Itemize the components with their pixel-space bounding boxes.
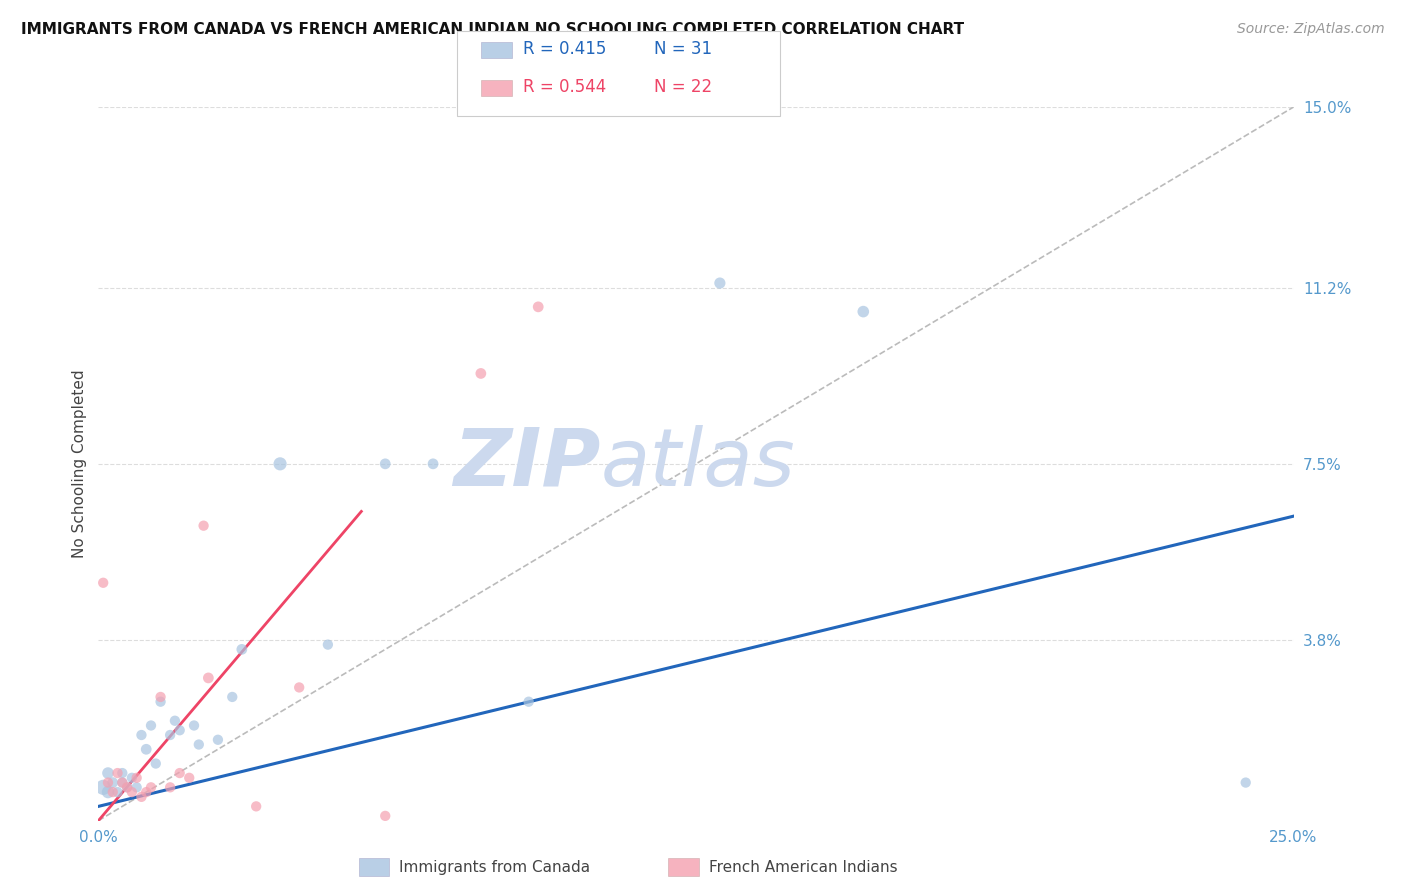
Point (527, 300, 550, 314)
Point (169, 723, 191, 738)
Point (231, 642, 253, 657)
Point (207, 732, 229, 747)
Y-axis label: No Schooling Completed: No Schooling Completed (72, 369, 87, 558)
Point (1234, 775, 1257, 789)
Point (316, 638, 339, 652)
Point (183, 718, 205, 732)
Point (131, 728, 153, 742)
Point (111, 775, 134, 789)
Point (149, 695, 172, 709)
Point (187, 738, 209, 752)
Point (197, 671, 219, 685)
Point (125, 780, 148, 795)
Point (852, 304, 875, 318)
Point (107, 785, 129, 799)
Text: R = 0.544: R = 0.544 (523, 78, 606, 96)
Point (269, 457, 291, 471)
Point (517, 695, 540, 709)
Point (149, 690, 172, 704)
Point (245, 799, 267, 814)
Text: R = 0.415: R = 0.415 (523, 40, 606, 58)
Point (169, 766, 191, 780)
Point (422, 457, 444, 471)
Point (374, 457, 396, 471)
Text: ZIP: ZIP (453, 425, 600, 503)
Text: N = 31: N = 31 (654, 40, 711, 58)
Text: Source: ZipAtlas.com: Source: ZipAtlas.com (1237, 22, 1385, 37)
Point (470, 367, 492, 381)
Point (135, 742, 157, 756)
Point (288, 681, 311, 695)
Text: Immigrants from Canada: Immigrants from Canada (399, 861, 591, 875)
Point (159, 728, 181, 742)
Point (91, 780, 114, 795)
Point (374, 809, 396, 823)
Point (115, 780, 138, 795)
Point (101, 785, 124, 799)
Text: IMMIGRANTS FROM CANADA VS FRENCH AMERICAN INDIAN NO SCHOOLING COMPLETED CORRELAT: IMMIGRANTS FROM CANADA VS FRENCH AMERICA… (21, 22, 965, 37)
Point (111, 775, 134, 789)
Point (97, 775, 120, 789)
Point (121, 785, 143, 799)
Point (193, 518, 215, 533)
Point (111, 766, 134, 780)
Point (107, 766, 129, 780)
Point (139, 780, 162, 795)
Point (139, 718, 162, 732)
Point (159, 780, 181, 795)
Text: atlas: atlas (600, 425, 796, 503)
Point (125, 771, 148, 785)
Point (163, 714, 186, 728)
Point (101, 775, 124, 789)
Point (121, 771, 143, 785)
Point (115, 780, 138, 795)
Point (179, 771, 201, 785)
Point (97, 785, 120, 799)
Point (221, 690, 243, 704)
Text: N = 22: N = 22 (654, 78, 711, 96)
Text: French American Indians: French American Indians (709, 861, 897, 875)
Point (709, 276, 731, 290)
Point (97, 766, 120, 780)
Point (145, 756, 167, 771)
Point (91, 575, 114, 590)
Point (135, 785, 157, 799)
Point (131, 789, 153, 804)
